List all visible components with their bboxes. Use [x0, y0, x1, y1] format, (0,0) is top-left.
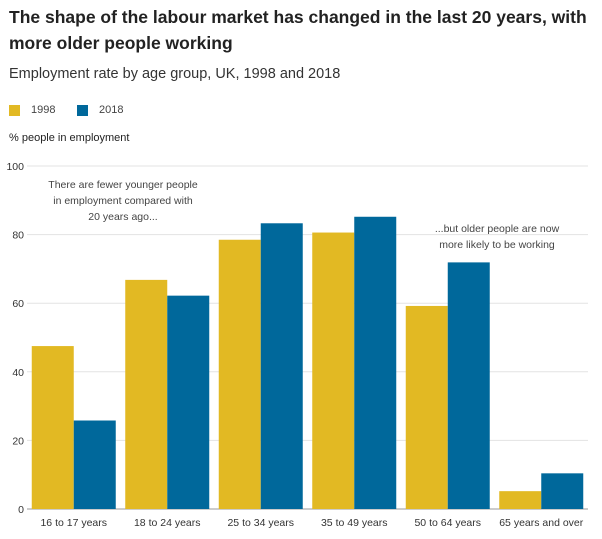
- annotation-text: ...but older people are now: [435, 223, 560, 235]
- bar-2018-1: [73, 420, 116, 509]
- legend-swatch-1998: [9, 105, 20, 116]
- y-axis-label: % people in employment: [9, 132, 130, 144]
- category-label: 25 to 34 years: [227, 517, 294, 529]
- category-label: 16 to 17 years: [40, 517, 107, 529]
- chart-subtitle: Employment rate by age group, UK, 1998 a…: [9, 66, 341, 82]
- legend-label-1998: 1998: [31, 104, 56, 116]
- bar-2018-5: [447, 262, 490, 509]
- bar-1998-3: [218, 239, 261, 509]
- annotation-text: in employment compared with: [53, 195, 193, 207]
- bar-2018-3: [260, 223, 303, 509]
- bar-1998-4: [312, 232, 355, 509]
- y-tick-label: 60: [12, 298, 24, 310]
- bar-2018-6: [541, 473, 584, 509]
- legend-label-2018: 2018: [99, 104, 124, 116]
- bar-2018-4: [354, 216, 397, 509]
- category-label: 35 to 49 years: [321, 517, 388, 529]
- bar-2018-2: [167, 295, 210, 509]
- legend-swatch-2018: [77, 105, 88, 116]
- y-tick-label: 20: [12, 435, 24, 447]
- y-tick-label: 100: [6, 161, 24, 173]
- bar-1998-6: [499, 491, 542, 509]
- category-label: 18 to 24 years: [134, 517, 201, 529]
- y-tick-label: 80: [12, 230, 24, 242]
- bar-1998-1: [31, 346, 74, 509]
- bar-chart: 0 20 40 60 80 100 16 to 17 years 18 to 24 years…: [6, 161, 588, 529]
- y-tick-label: 0: [18, 504, 24, 516]
- bar-1998-5: [405, 305, 448, 509]
- category-label: 50 to 64 years: [414, 517, 481, 529]
- chart-title: The shape of the labour market has chang…: [9, 7, 587, 53]
- annotation-text: There are fewer younger people: [48, 179, 198, 191]
- annotation-text: 20 years ago...: [88, 211, 157, 223]
- annotation-text: more likely to be working: [439, 239, 555, 251]
- bar-1998-2: [125, 279, 168, 509]
- category-label: 65 years and over: [499, 517, 584, 529]
- y-tick-label: 40: [12, 367, 24, 379]
